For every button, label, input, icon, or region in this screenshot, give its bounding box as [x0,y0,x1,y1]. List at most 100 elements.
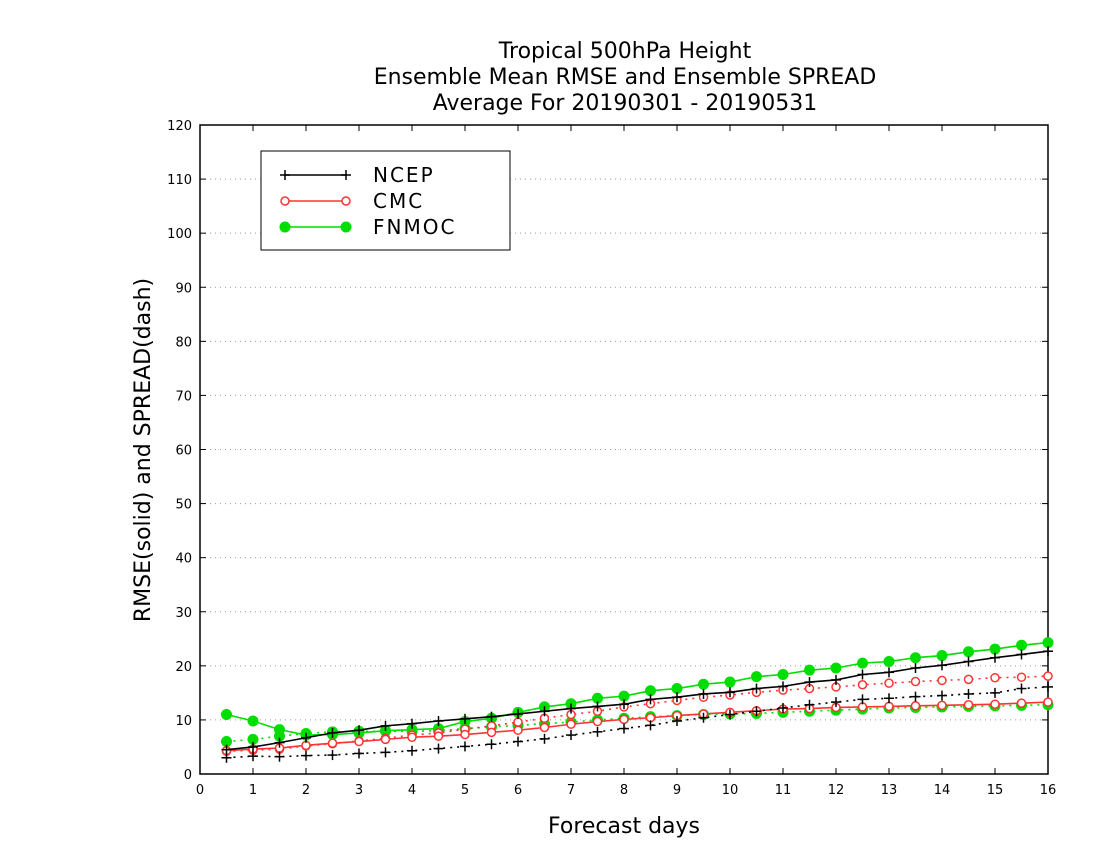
point-cmc-rmse [991,700,999,708]
point-ncep-spread [328,750,338,760]
series-fnmoc-rmse [222,638,1054,740]
point-ncep-spread [619,724,629,734]
point-cmc-spread [1044,672,1052,680]
point-cmc-spread [938,676,946,684]
x-tick-label: 14 [934,783,951,798]
point-cmc-spread [885,679,893,687]
point-ncep-rmse [831,675,841,685]
point-cmc-spread [1018,673,1026,681]
point-ncep-spread [884,693,894,703]
point-ncep-spread [434,744,444,754]
point-cmc-spread [991,674,999,682]
point-ncep-spread [937,691,947,701]
point-fnmoc-rmse [964,647,974,657]
point-fnmoc-rmse [911,653,921,663]
legend-label-fnmoc: FNMOC [373,215,456,239]
point-fnmoc-rmse [222,710,232,720]
point-fnmoc-rmse [646,686,656,696]
point-fnmoc-rmse [937,651,947,661]
point-ncep-spread [646,720,656,730]
x-tick-label: 2 [302,783,310,798]
x-tick-label: 4 [408,783,416,798]
point-cmc-spread [859,681,867,689]
y-tick-label: 50 [175,498,192,513]
point-ncep-spread [1017,684,1027,694]
y-axis-label: RMSE(solid) and SPREAD(dash) [131,278,156,622]
chart-title-line-1: Tropical 500hPa Height [498,39,752,64]
grid-lines [200,179,1048,720]
point-fnmoc-rmse [248,716,258,726]
series-line-cmc-rmse [227,702,1049,751]
point-ncep-rmse [1017,649,1027,659]
y-tick-label: 90 [175,281,192,296]
y-tick-label: 80 [175,335,192,350]
x-tick-label: 9 [673,783,681,798]
point-ncep-spread [301,751,311,761]
legend: NCEPCMCFNMOC [261,151,510,250]
x-tick-label: 13 [881,783,898,798]
y-tick-label: 110 [167,173,192,188]
point-ncep-rmse [964,657,974,667]
legend-marker [281,197,289,205]
point-ncep-rmse [990,653,1000,663]
y-tick-label: 30 [175,606,192,621]
y-tick-label: 10 [175,714,192,729]
series-line-cmc-spread [227,676,1049,751]
point-fnmoc-rmse [672,684,682,694]
point-cmc-rmse [488,728,496,736]
point-ncep-spread [407,746,417,756]
series-cmc-rmse [223,698,1053,755]
legend-label-cmc: CMC [373,189,424,213]
point-ncep-spread [275,752,285,762]
series-line-fnmoc-rmse [227,643,1049,735]
series-ncep-rmse [222,646,1054,754]
legend-marker [280,222,290,232]
point-cmc-rmse [461,731,469,739]
point-cmc-rmse [541,723,549,731]
point-cmc-rmse [594,718,602,726]
point-cmc-spread [514,718,522,726]
point-cmc-rmse [912,702,920,710]
x-tick-label: 5 [461,783,469,798]
point-cmc-spread [965,675,973,683]
chart-title-line-3: Average For 20190301 - 20190531 [433,91,818,116]
point-ncep-spread [990,688,1000,698]
x-tick-label: 0 [196,783,204,798]
point-cmc-rmse [408,733,416,741]
point-fnmoc-rmse [1017,640,1027,650]
point-fnmoc-rmse [884,657,894,667]
point-fnmoc-rmse [990,644,1000,654]
series-layer [222,638,1054,763]
point-ncep-rmse [1043,646,1053,656]
point-cmc-rmse [1018,699,1026,707]
point-ncep-spread [593,727,603,737]
point-ncep-spread [513,737,523,747]
point-cmc-rmse [329,739,337,747]
legend-label-ncep: NCEP [373,163,435,187]
series-fnmoc-spread [222,700,1054,747]
point-ncep-rmse [858,669,868,679]
x-tick-label: 11 [775,783,792,798]
x-axis-label: Forecast days [548,814,700,839]
x-tick-label: 8 [620,783,628,798]
series-line-ncep-rmse [227,651,1049,749]
x-tick-label: 10 [722,783,739,798]
y-tick-label: 40 [175,552,192,567]
point-fnmoc-rmse [778,669,788,679]
point-cmc-rmse [514,726,522,734]
point-ncep-spread [858,694,868,704]
point-cmc-rmse [1044,698,1052,706]
point-ncep-spread [911,692,921,702]
point-ncep-rmse [937,660,947,670]
point-fnmoc-rmse [752,672,762,682]
y-tick-label: 20 [175,660,192,675]
legend-marker [341,222,351,232]
series-line-fnmoc-spread [227,705,1049,742]
point-fnmoc-rmse [831,663,841,673]
y-tick-label: 0 [184,768,192,783]
point-cmc-rmse [567,720,575,728]
point-cmc-rmse [965,701,973,709]
point-ncep-spread [566,730,576,740]
point-ncep-spread [460,741,470,751]
x-tick-label: 15 [987,783,1004,798]
